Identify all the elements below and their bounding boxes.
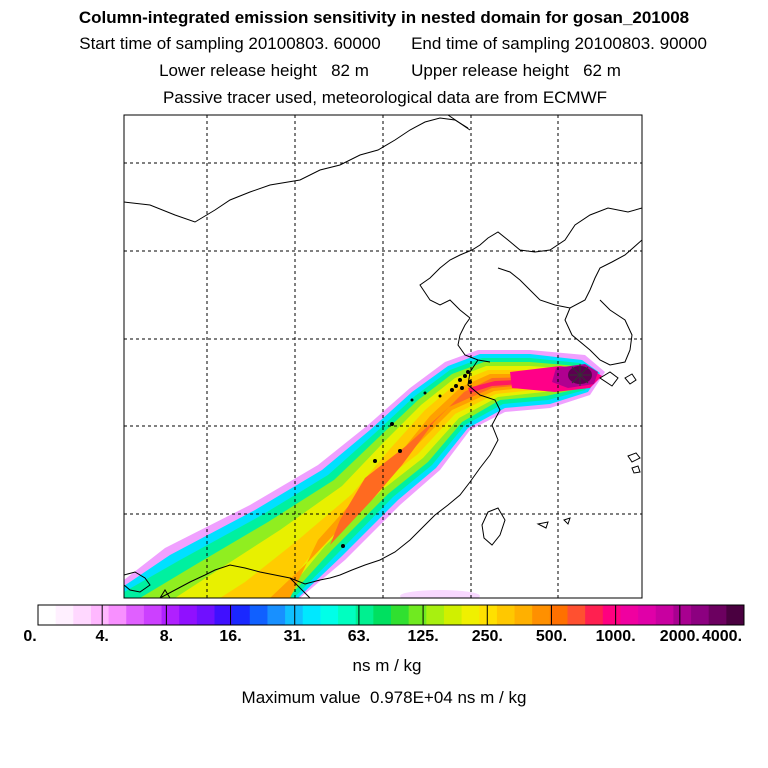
colorbar-swatch: [549, 605, 568, 625]
colorbar-tick-label: 250.: [471, 628, 503, 645]
colorbar-swatch: [426, 605, 445, 625]
colorbar-swatch: [408, 605, 427, 625]
release-lower: Lower release height 82 m: [159, 61, 369, 80]
colorbar-swatch: [143, 605, 163, 625]
tracer-note: Passive tracer used, meteorological data…: [162, 88, 608, 107]
colorbar-swatch: [391, 605, 410, 625]
coastlines: [124, 115, 642, 598]
colorbar-tick-label: 1000.: [595, 628, 636, 645]
grid-lines: [124, 115, 642, 598]
colorbar-tick-label: 4000.: [701, 628, 743, 645]
colorbar-tick-label: 63.: [347, 628, 371, 645]
sampling-start: Start time of sampling 20100803. 60000: [79, 34, 381, 53]
point-markers: [341, 370, 472, 548]
colorbar-swatch: [320, 605, 339, 625]
sampling-end: End time of sampling 20100803. 90000: [411, 34, 707, 53]
colorbar-swatch: [108, 605, 127, 625]
colorbar-swatch: [585, 605, 604, 625]
colorbar-swatch: [443, 605, 463, 625]
colorbar-swatch: [673, 605, 692, 625]
colorbar-swatch: [479, 605, 498, 625]
map-title: Column-integrated emission sensitivity i…: [78, 8, 690, 27]
map-frame: [123, 114, 643, 599]
colorbar-swatch: [126, 605, 145, 625]
colorbar-swatch: [355, 605, 374, 625]
plume-field: [124, 350, 605, 598]
colorbar: [37, 604, 745, 626]
colorbar-swatch: [179, 605, 198, 625]
colorbar-tick-label: 125.: [407, 628, 439, 645]
release-upper: Upper release height 62 m: [411, 61, 621, 80]
colorbar-swatch: [285, 605, 304, 625]
colorbar-swatch: [496, 605, 516, 625]
colorbar-swatch: [708, 605, 727, 625]
colorbar-swatch: [567, 605, 586, 625]
colorbar-swatch: [55, 605, 74, 625]
colorbar-swatch: [602, 605, 621, 625]
colorbar-tick-label: 2000.: [659, 628, 700, 645]
colorbar-swatch: [461, 605, 480, 625]
maximum-value: Maximum value 0.978E+04 ns m / kg: [241, 688, 527, 707]
colorbar-swatch: [373, 605, 392, 625]
colorbar-swatch: [73, 605, 92, 625]
colorbar-border: [37, 604, 745, 626]
colorbar-swatch: [249, 605, 268, 625]
colorbar-swatch: [726, 605, 745, 625]
colorbar-swatch: [90, 605, 110, 625]
colorbar-swatch: [338, 605, 357, 625]
colorbar-swatch: [232, 605, 251, 625]
colorbar-tick-label: 16.: [219, 628, 242, 645]
colorbar-swatch: [655, 605, 674, 625]
colorbar-swatch: [38, 605, 57, 625]
receptor-marker: [569, 364, 591, 386]
colorbar-tick-label: 500.: [535, 628, 568, 645]
colorbar-swatch: [214, 605, 233, 625]
colorbar-swatch: [302, 605, 321, 625]
colorbar-swatch: [514, 605, 533, 625]
colorbar-tick-label: 4.: [95, 628, 109, 645]
colorbar-swatch: [620, 605, 639, 625]
colorbar-unit: ns m / kg: [352, 656, 422, 675]
colorbar-swatch: [196, 605, 215, 625]
colorbar-tick-label: 8.: [159, 628, 174, 645]
colorbar-tick-label: 0.: [23, 628, 37, 645]
colorbar-swatch: [161, 605, 180, 625]
colorbar-swatch: [638, 605, 657, 625]
colorbar-tick-label: 31.: [283, 628, 306, 645]
colorbar-swatch: [267, 605, 286, 625]
colorbar-swatch: [532, 605, 551, 625]
colorbar-swatch: [691, 605, 710, 625]
